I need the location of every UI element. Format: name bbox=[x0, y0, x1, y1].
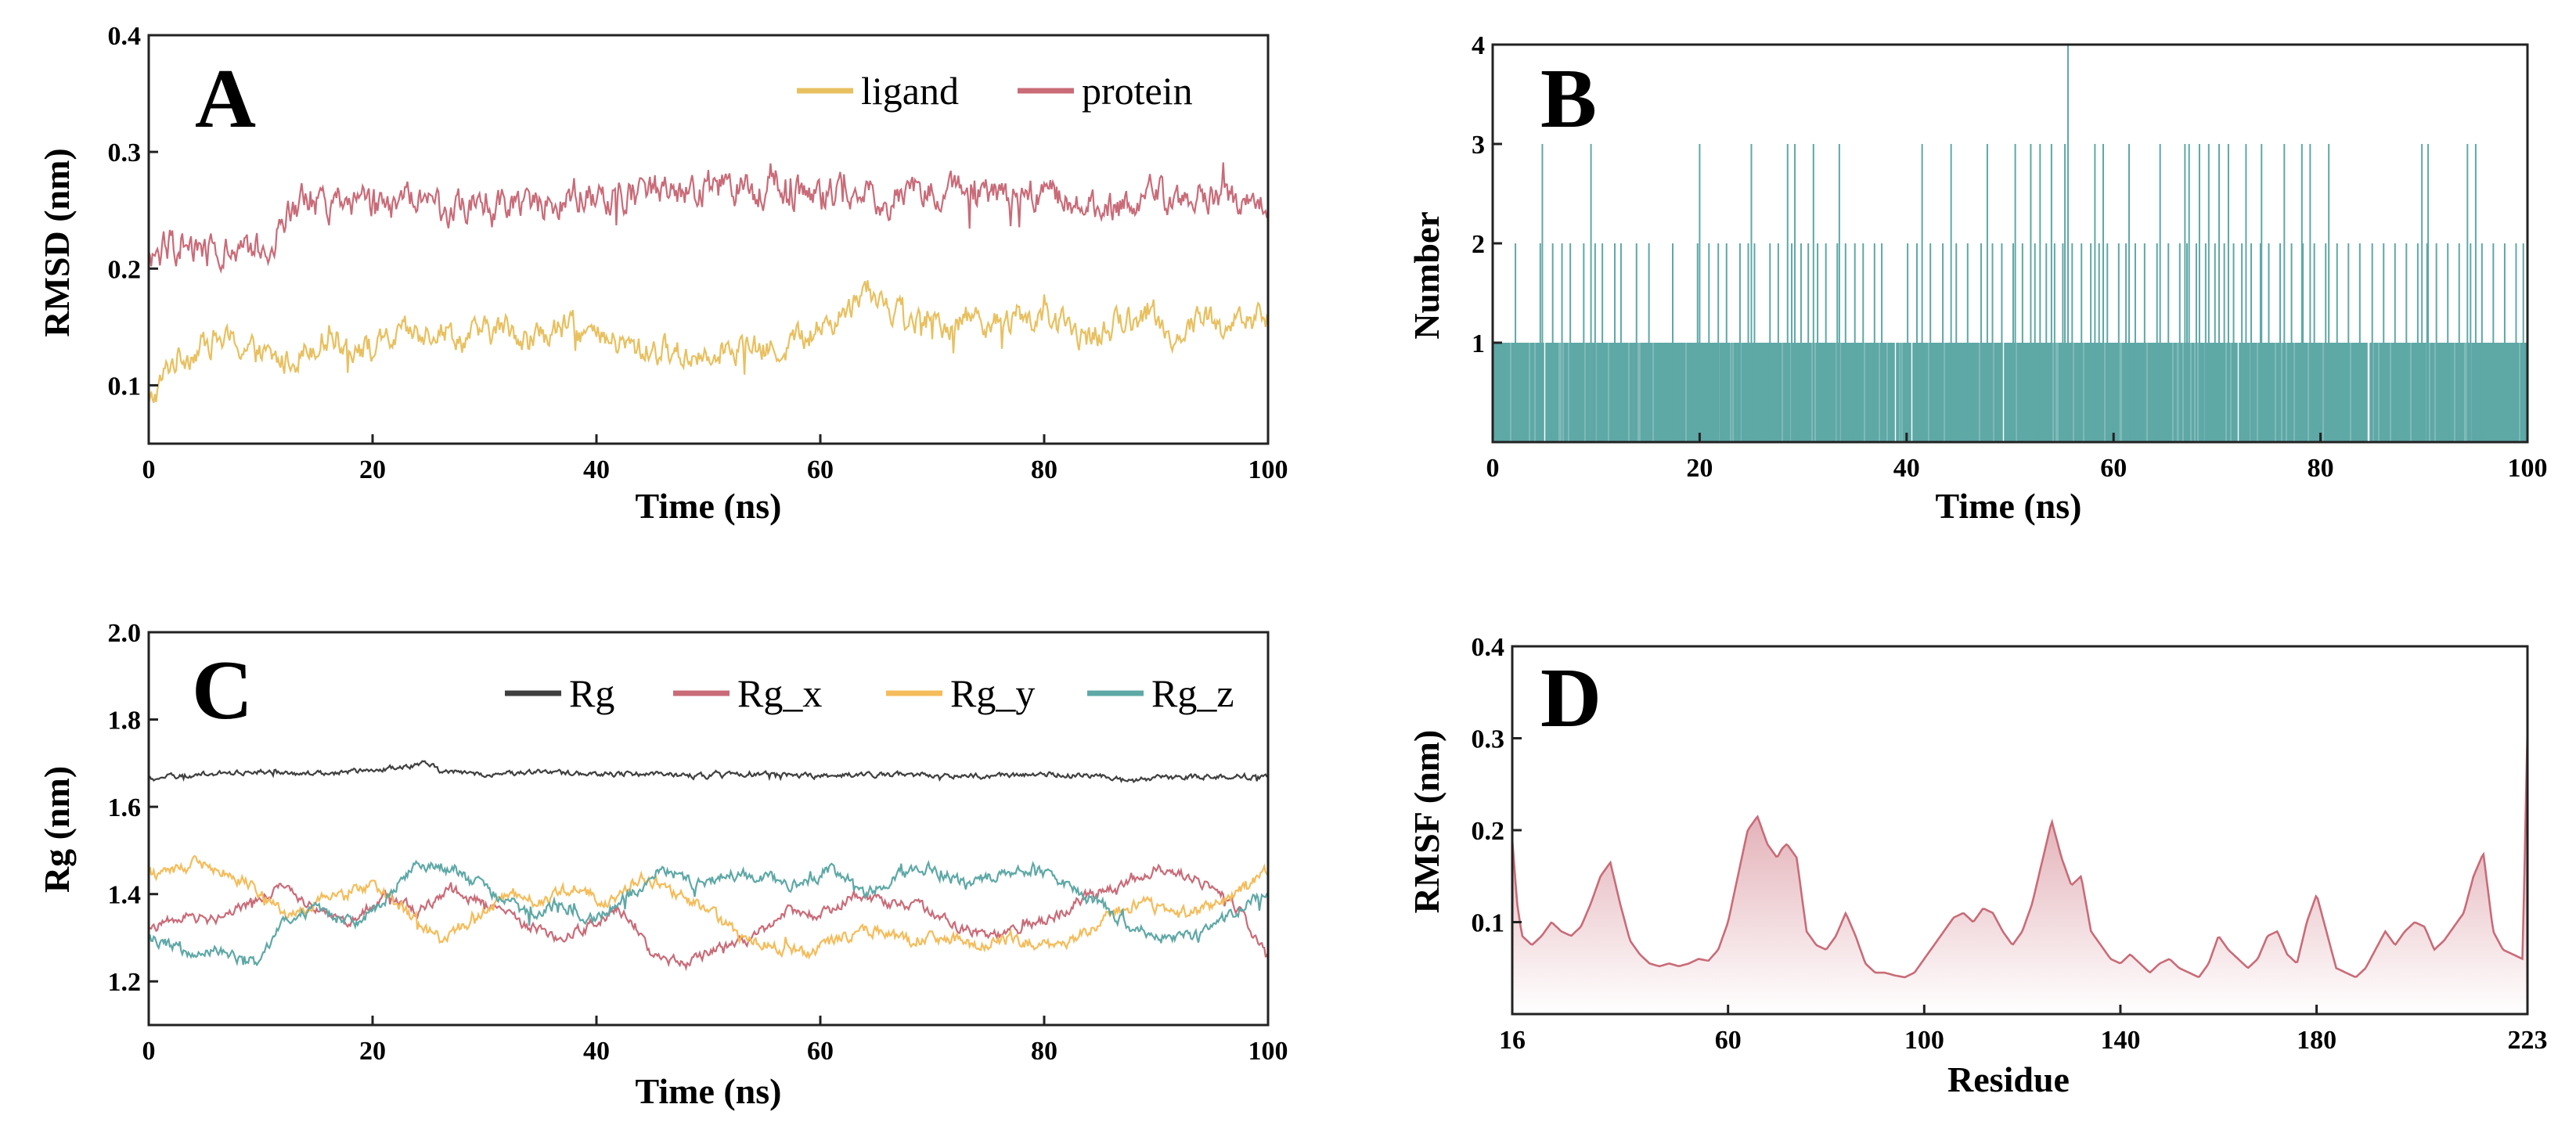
y-tick-label: 0.4 bbox=[108, 22, 142, 51]
x-tick-label: 20 bbox=[359, 455, 386, 484]
legend-a: ligand protein bbox=[797, 69, 1193, 113]
y-tick-label: 1.4 bbox=[108, 881, 142, 910]
panel-c-rg-chart: C 1.2 1.4 1.6 1.8 2.0 0 20 40 60 80 100 Time (ns)… bbox=[37, 619, 1288, 1111]
x-tick-label: 40 bbox=[583, 455, 610, 484]
x-tick-label: 223 bbox=[2508, 1026, 2548, 1055]
x-tick-label: 0 bbox=[142, 1037, 156, 1066]
series-line-protein bbox=[147, 162, 1269, 274]
panel-a-rmsd-chart: A 0.1 0.2 0.3 0.4 0 20 40 60 80 100 Time (ns) RM… bbox=[37, 22, 1288, 526]
x-axis-label-d: Residue bbox=[1947, 1059, 2070, 1099]
legend-label-rg-x: Rg_x bbox=[737, 671, 822, 715]
y-tick-label: 4 bbox=[1472, 31, 1485, 60]
y-axis-label-a: RMSD (nm) bbox=[37, 148, 77, 336]
x-tick-label: 16 bbox=[1499, 1026, 1526, 1055]
plot-frame-a bbox=[147, 34, 1270, 445]
x-tick-label: 40 bbox=[1893, 454, 1920, 483]
panel-label-a: A bbox=[195, 52, 256, 146]
x-tick-label: 20 bbox=[1686, 454, 1713, 483]
y-tick-label: 0.4 bbox=[1472, 633, 1505, 662]
y-tick-label: 0.1 bbox=[1472, 909, 1505, 938]
x-tick-label: 60 bbox=[807, 455, 834, 484]
plot-frame-c bbox=[147, 631, 1270, 1027]
x-tick-label: 100 bbox=[1248, 1037, 1288, 1066]
x-tick-label: 100 bbox=[1248, 455, 1288, 484]
panel-label-b: B bbox=[1540, 52, 1597, 146]
panel-d-rmsf-chart: D 0.10.20.30.4 16 60 100 140 180 223 Residue … bbox=[1407, 633, 2548, 1099]
plot-frame-b bbox=[1491, 43, 2529, 444]
x-tick-label: 80 bbox=[2308, 454, 2334, 483]
x-tick-label: 60 bbox=[1715, 1026, 1742, 1055]
y-axis-label-b: Number bbox=[1407, 211, 1447, 340]
y-tick-label: 2 bbox=[1472, 230, 1485, 259]
y-tick-label: 0.3 bbox=[1472, 725, 1505, 754]
x-tick-label: 100 bbox=[1904, 1026, 1944, 1055]
x-tick-label: 180 bbox=[2297, 1026, 2336, 1055]
series-line-ligand bbox=[147, 280, 1269, 405]
legend-label-rg-y: Rg_y bbox=[950, 671, 1035, 715]
legend-label-rg-z: Rg_z bbox=[1151, 671, 1234, 715]
legend-c: Rg Rg_x Rg_y Rg_z bbox=[505, 671, 1234, 715]
x-tick-label: 0 bbox=[1486, 454, 1500, 483]
y-tick-label: 2.0 bbox=[108, 619, 142, 648]
y-axis-label-c: Rg (nm) bbox=[37, 766, 77, 893]
y-tick-label: 0.2 bbox=[108, 255, 142, 284]
x-tick-label: 140 bbox=[2100, 1026, 2140, 1055]
legend-label-protein: protein bbox=[1082, 69, 1193, 113]
x-axis-label-b: Time (ns) bbox=[1936, 486, 2082, 526]
x-tick-label: 20 bbox=[359, 1037, 386, 1066]
panel-label-c: C bbox=[192, 644, 253, 737]
x-axis-label-a: Time (ns) bbox=[636, 486, 782, 526]
y-tick-label: 1.2 bbox=[108, 968, 142, 997]
panel-label-d: D bbox=[1540, 652, 1601, 745]
rmsf-area-fill bbox=[1512, 728, 2527, 1014]
y-tick-label: 0.3 bbox=[108, 138, 142, 167]
legend-label-rg: Rg bbox=[569, 671, 614, 715]
x-tick-label: 60 bbox=[2100, 454, 2127, 483]
x-tick-label: 60 bbox=[807, 1037, 834, 1066]
x-tick-label: 80 bbox=[1031, 1037, 1057, 1066]
y-tick-label: 1.8 bbox=[108, 707, 142, 736]
y-tick-label: 1 bbox=[1472, 329, 1485, 358]
rmsf-line bbox=[1511, 728, 2529, 979]
y-tick-label: 0.1 bbox=[108, 372, 142, 401]
x-axis-label-c: Time (ns) bbox=[636, 1071, 782, 1111]
x-tick-label: 0 bbox=[142, 455, 156, 484]
plot-frame-d bbox=[1511, 645, 2529, 1016]
legend-label-ligand: ligand bbox=[861, 69, 959, 113]
x-tick-label: 100 bbox=[2508, 454, 2548, 483]
y-tick-label: 1.6 bbox=[108, 793, 142, 822]
series-line-rg bbox=[148, 760, 1269, 784]
x-tick-label: 80 bbox=[1031, 455, 1057, 484]
series-line-rg-y bbox=[147, 854, 1269, 960]
y-axis-label-d: RMSF (nm) bbox=[1407, 730, 1447, 914]
series-line-rg-x bbox=[148, 863, 1270, 972]
y-tick-label: 0.2 bbox=[1472, 817, 1505, 846]
y-tick-label: 3 bbox=[1472, 131, 1485, 160]
panel-b-hbond-chart: B 1 2 3 4 0 20 40 60 80 100 Time (ns) Number bbox=[1407, 31, 2548, 526]
x-tick-label: 40 bbox=[583, 1037, 610, 1066]
series-line-rg-z bbox=[148, 859, 1269, 967]
